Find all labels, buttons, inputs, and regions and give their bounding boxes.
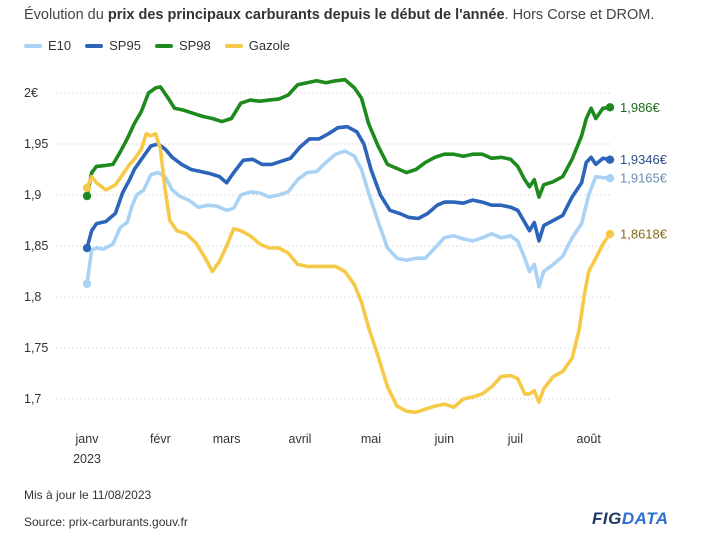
end-label-sp98: 1,986€ (620, 100, 661, 115)
update-note: Mis à jour le 11/08/2023 (24, 488, 152, 502)
legend-label: SP95 (109, 38, 141, 53)
end-point-e10 (605, 173, 615, 183)
end-point-sp98 (605, 103, 615, 112)
x-tick-label: avril (289, 432, 312, 446)
x-tick-label: août (577, 432, 602, 446)
y-tick-label: 1,75 (24, 341, 48, 355)
start-point-sp95 (82, 243, 92, 253)
chart-legend: E10 SP95 SP98 Gazole (24, 38, 290, 53)
line-chart: 1,7 1,75 1,8 1,85 1,9 1,95 2€ janv 2023 févr mars a… (24, 77, 668, 466)
y-tick-label: 1,8 (24, 290, 41, 304)
start-point-e10 (82, 279, 92, 288)
start-point-sp98 (82, 191, 92, 201)
x-tick-label: janv (75, 432, 100, 446)
figdata-logo: FIGDATA (592, 509, 669, 528)
legend-label: Gazole (248, 38, 290, 53)
end-label-e10: 1,9165€ (620, 171, 668, 186)
y-tick-label: 2€ (24, 86, 38, 100)
legend-label: E10 (48, 38, 72, 53)
legend-label: SP98 (178, 38, 211, 53)
source-note: Source: prix-carburants.gouv.fr (24, 515, 188, 529)
y-tick-label: 1,85 (24, 239, 48, 253)
legend-item-gazole: Gazole (224, 38, 290, 53)
y-tick-label: 1,9 (24, 188, 41, 202)
x-tick-label: juin (434, 432, 455, 446)
legend-item-sp95: SP95 (85, 38, 141, 53)
legend-swatch (224, 43, 243, 48)
start-point-gazole (82, 183, 92, 193)
end-point-sp95 (605, 155, 615, 164)
series-line-sp98 (85, 77, 612, 199)
series-line-e10 (85, 149, 612, 289)
end-point-gazole (605, 229, 615, 239)
y-tick-label: 1,95 (24, 137, 48, 151)
x-tick-sublabel: 2023 (73, 452, 101, 466)
end-label-gazole: 1,8618€ (620, 226, 668, 241)
x-tick-label: mai (361, 432, 381, 446)
series-line-gazole (85, 132, 612, 415)
legend-swatch (154, 43, 173, 48)
x-tick-label: mars (213, 432, 241, 446)
legend-swatch (24, 43, 42, 48)
legend-swatch (85, 43, 104, 48)
x-tick-label: févr (150, 432, 171, 446)
legend-item-sp98: SP98 (154, 38, 211, 53)
y-tick-label: 1,7 (24, 392, 41, 406)
legend-item-e10: E10 (24, 38, 71, 53)
end-label-sp95: 1,9346€ (620, 152, 668, 167)
chart-title: Évolution du prix des principaux carbura… (24, 7, 655, 23)
x-tick-label: juil (507, 432, 523, 446)
series-line-sp95 (85, 124, 612, 250)
